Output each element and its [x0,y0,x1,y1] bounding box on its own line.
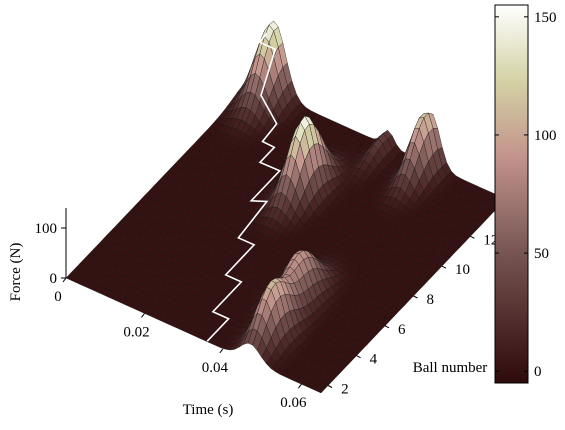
y-tick [384,325,390,329]
y-tick [441,265,447,269]
x-tick-label: 0.06 [280,395,307,411]
surface-plot [65,20,507,394]
contact-trace [206,32,282,342]
y-tick [356,355,361,359]
y-tick [327,385,333,388]
z-axis-label: Force (N) [8,243,24,302]
x-tick-label: 0 [54,289,62,305]
y-tick-label: 10 [455,262,470,278]
contact-trace-line [206,32,282,342]
y-tick-label: 2 [341,382,349,398]
colorbar: 0 50 100 150 [494,4,557,384]
x-tick-label: 0.02 [123,324,149,340]
x-tick [297,383,302,389]
surface-cell [316,385,326,394]
x-tick [62,277,67,283]
colorbar-tick-label: 50 [534,246,549,262]
z-tick-label: 0 [50,271,58,287]
x-tick-label: 0.04 [202,360,229,376]
axes: 00.020.040.0624681012140100 [35,203,528,412]
x-axis-label: Time (s) [183,402,234,418]
y-tick-label: 6 [398,322,406,338]
colorbar-tick-label: 100 [534,128,557,144]
x-tick [219,348,224,354]
y-tick [413,295,418,299]
y-tick-label: 8 [427,292,435,308]
colorbar-tick-label: 0 [534,364,542,380]
colorbar-tick-label: 150 [534,10,557,26]
y-axis-label: Ball number [413,360,488,376]
y-tick [470,235,475,239]
x-tick [141,313,145,318]
y-tick-label: 4 [370,352,378,368]
colorbar-gradient [494,4,529,384]
z-tick-label: 100 [35,221,58,237]
